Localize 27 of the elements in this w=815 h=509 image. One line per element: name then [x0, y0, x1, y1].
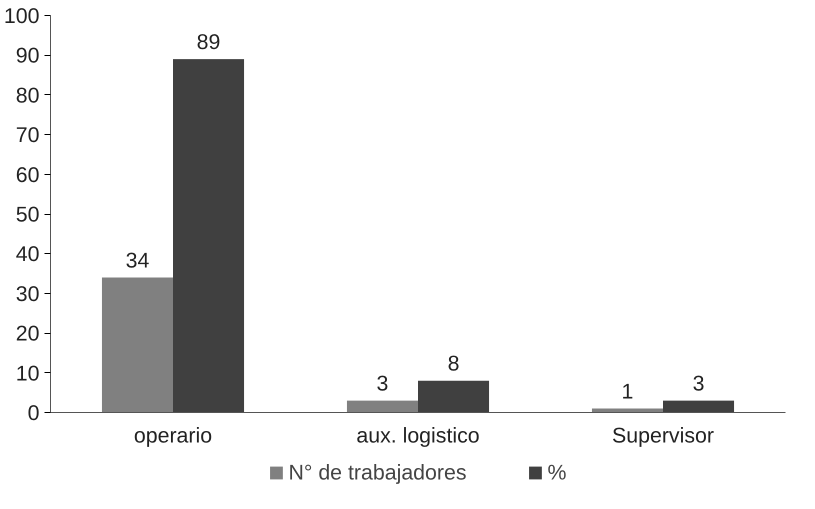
data-label: 3 — [376, 372, 388, 396]
y-tick-label: 80 — [16, 83, 40, 108]
y-tick-label: 60 — [16, 162, 40, 187]
y-tick-label: 90 — [16, 44, 40, 68]
data-label: 34 — [126, 248, 150, 273]
bar — [173, 59, 244, 412]
y-tick-label: 30 — [16, 282, 40, 306]
data-label: 89 — [196, 30, 220, 54]
y-tick-label: 100 — [4, 4, 40, 28]
bar — [102, 278, 173, 412]
data-label: 8 — [448, 352, 460, 376]
y-tick-label: 70 — [16, 123, 40, 148]
y-tick-label: 40 — [16, 242, 40, 266]
y-tick-label: 0 — [28, 401, 40, 425]
x-tick-label: operario — [134, 424, 212, 448]
y-tick-label: 50 — [16, 202, 40, 226]
legend-label: N° de trabajadores — [288, 460, 467, 485]
y-tick-label: 20 — [16, 322, 40, 346]
data-label: 3 — [692, 372, 704, 396]
y-tick-label: 10 — [16, 361, 40, 386]
bar — [418, 380, 490, 412]
legend-label: % — [548, 460, 568, 485]
data-label: 1 — [622, 380, 634, 404]
x-tick-label: Supervisor — [612, 424, 714, 448]
x-tick-label: aux. logistico — [356, 424, 480, 448]
bar — [663, 400, 734, 412]
bar — [346, 400, 418, 412]
